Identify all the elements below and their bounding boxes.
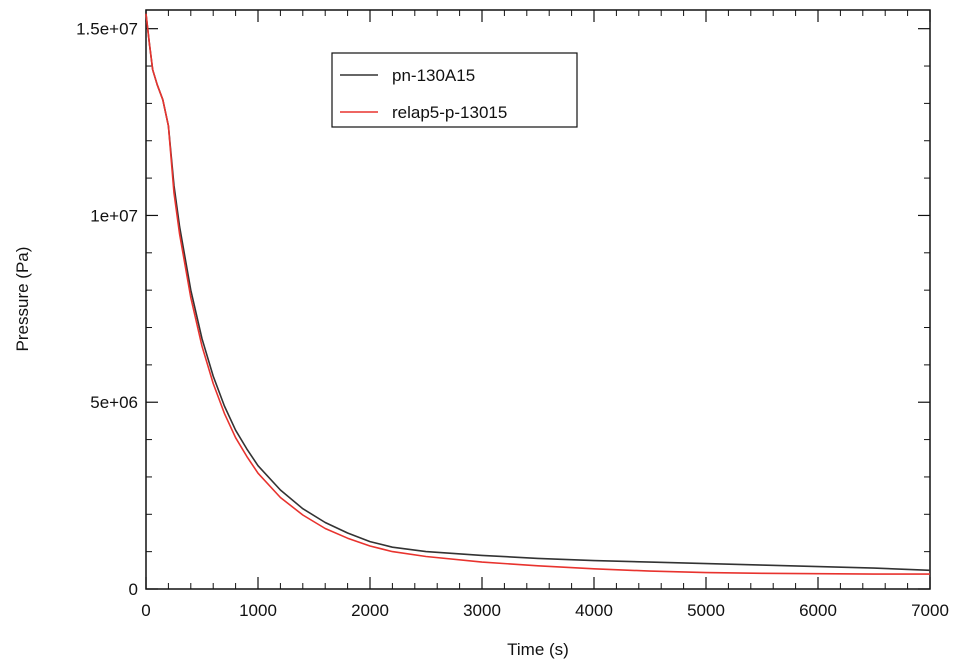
y-tick-label: 1.5e+07 (76, 20, 138, 39)
x-tick-label: 5000 (687, 601, 725, 620)
x-axis-title: Time (s) (507, 640, 569, 659)
y-tick-label: 5e+06 (90, 393, 138, 412)
y-tick-label: 0 (129, 580, 138, 599)
y-tick-label: 1e+07 (90, 206, 138, 225)
series-line-relap5-p-13015 (145, 13, 930, 575)
legend-label-relap5-p-13015: relap5-p-13015 (392, 103, 507, 122)
x-tick-label: 3000 (463, 601, 501, 620)
legend-box (331, 52, 578, 128)
x-tick-label: 4000 (575, 601, 613, 620)
x-tick-label: 1000 (239, 601, 277, 620)
x-tick-label: 2000 (351, 601, 389, 620)
x-tick-label: 7000 (911, 601, 949, 620)
x-tick-label: 6000 (799, 601, 837, 620)
axis-ticks (145, 10, 931, 590)
legend-label-pn-130A15: pn-130A15 (392, 66, 475, 85)
x-tick-label: 0 (141, 601, 150, 620)
legend: pn-130A15 relap5-p-13015 (331, 52, 578, 128)
series-lines (145, 13, 931, 575)
axis-tick-labels: 0 1000 2000 3000 4000 5000 6000 7000 0 5e+06 1e+07… (76, 20, 949, 620)
y-axis-title: Pressure (Pa) (13, 247, 32, 352)
